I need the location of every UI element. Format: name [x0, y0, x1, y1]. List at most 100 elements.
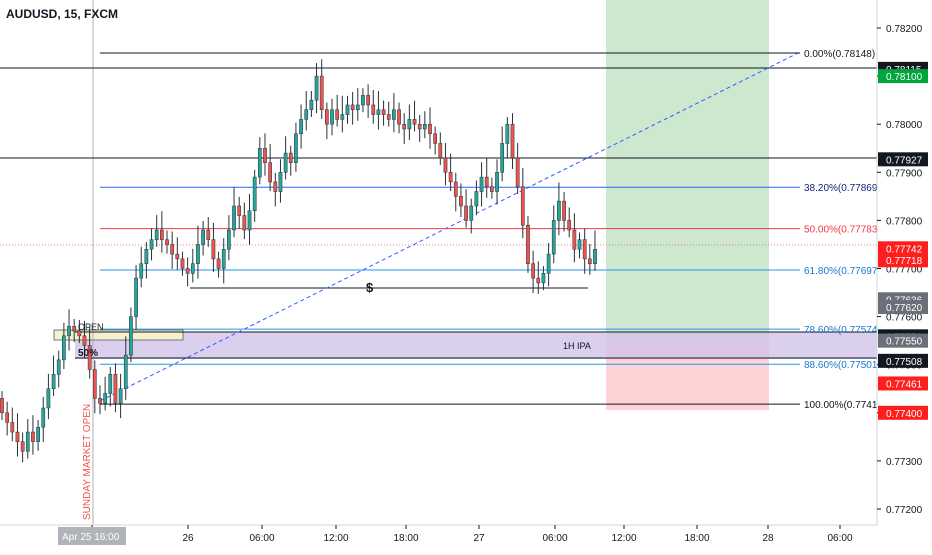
candle-body — [438, 143, 443, 159]
candle-body — [577, 239, 582, 250]
candle-body — [531, 263, 535, 279]
candle-body — [562, 200, 566, 221]
candle-body — [572, 229, 577, 250]
candle-body — [257, 148, 262, 178]
candle-body — [453, 181, 458, 197]
price-tag-label: 0.77400 — [886, 409, 923, 420]
dollar-label: $ — [366, 280, 374, 295]
candle-body — [551, 220, 556, 255]
candle-body — [520, 186, 525, 226]
candle-body — [123, 354, 128, 389]
fib-level-label: 0.00%(0.78148) — [804, 49, 875, 60]
candle-body — [557, 200, 561, 221]
candle-body — [252, 176, 257, 212]
price-tag-bg — [878, 333, 928, 348]
candle-body — [448, 172, 453, 183]
candle-body — [510, 123, 515, 159]
candle-body — [46, 388, 51, 409]
candle-body — [92, 369, 97, 399]
candle-body — [20, 441, 25, 452]
candle-body — [505, 123, 510, 144]
candle-body — [134, 277, 138, 317]
fib-level-label: 88.60%(0.77501) — [804, 360, 881, 371]
price-tag-label: 0.77927 — [886, 155, 923, 166]
candle-body — [175, 253, 180, 260]
candle-body — [31, 431, 35, 442]
candle-body — [515, 157, 520, 187]
y-tick-label: 0.78000 — [886, 120, 923, 131]
candle-body — [567, 220, 572, 231]
x-tick-label: 27 — [473, 533, 485, 544]
x-tick-label: 06:00 — [249, 533, 274, 544]
y-tick-label: 0.77600 — [886, 313, 923, 324]
candle-body — [118, 388, 123, 404]
x-tick-label: 18:00 — [393, 533, 418, 544]
candle-body — [67, 325, 71, 337]
candle-body — [366, 95, 370, 106]
candle-body — [5, 412, 10, 423]
candle-body — [247, 210, 252, 231]
candle-body — [361, 95, 365, 106]
fib-level-label: 61.80%(0.77697) — [804, 266, 881, 277]
x-tick-label: 18:00 — [684, 533, 709, 544]
candle-body — [283, 152, 288, 173]
candle-body — [149, 239, 154, 250]
candle-body — [180, 258, 185, 269]
candle-body — [350, 104, 355, 111]
candle-body — [15, 431, 20, 442]
candle-body — [160, 229, 164, 240]
price-tag-label: 0.77550 — [886, 337, 923, 348]
candle-body — [10, 422, 15, 433]
ipa-label: 1H IPA — [563, 341, 591, 351]
candle-body — [273, 181, 278, 192]
candle-body — [433, 133, 437, 144]
y-tick-label: 0.77200 — [886, 505, 923, 516]
candle-body — [319, 75, 324, 111]
candle-body — [77, 330, 82, 337]
candle-body — [62, 335, 66, 361]
candle-body — [242, 215, 247, 231]
time-axis[interactable] — [0, 525, 932, 550]
candle-body — [345, 104, 350, 115]
candle-body — [381, 109, 386, 115]
fib-level-label: 78.60%(0.77574) — [804, 325, 881, 336]
candle-body — [582, 239, 587, 260]
candle-body — [309, 99, 314, 111]
sunday-market-open-label: SUNDAY MARKET OPEN — [82, 404, 93, 520]
candles — [0, 59, 597, 463]
candle-body — [56, 359, 61, 375]
candle-body — [221, 249, 226, 269]
candle-body — [335, 109, 340, 120]
candle-body — [417, 123, 422, 130]
price-tag-bg — [878, 69, 928, 84]
candle-body — [392, 109, 396, 120]
fib-retracement[interactable]: 0.00%(0.78148) 38.20%(0.77869) 50.00%(0.77… — [100, 49, 886, 411]
candle-body — [330, 109, 334, 125]
candle-body — [587, 258, 592, 264]
candle-body — [154, 229, 159, 240]
price-tag-label: 0.77718 — [886, 256, 923, 267]
candle-body — [82, 335, 87, 346]
price-tag-bg — [878, 353, 928, 368]
candle-body — [98, 398, 102, 404]
candle-body — [263, 148, 267, 163]
candle-body — [288, 152, 293, 163]
candle-body — [139, 263, 144, 279]
fib-level-label: 38.20%(0.77869) — [804, 183, 881, 194]
candle-body — [206, 229, 211, 240]
price-tag-label: 0.77742 — [886, 244, 923, 255]
candle-body — [113, 374, 118, 404]
fib-level-label: 50.00%(0.77783) — [804, 225, 881, 236]
candle-body — [484, 176, 489, 187]
candle-body — [314, 75, 319, 101]
candle-body — [495, 172, 499, 192]
candle-body — [108, 374, 113, 394]
fifty-percent-label: 50% — [78, 348, 98, 359]
candle-body — [227, 229, 231, 250]
candle-body — [546, 253, 551, 274]
open-box — [53, 329, 184, 341]
target-zone — [606, 0, 769, 338]
candle-body — [268, 162, 272, 183]
